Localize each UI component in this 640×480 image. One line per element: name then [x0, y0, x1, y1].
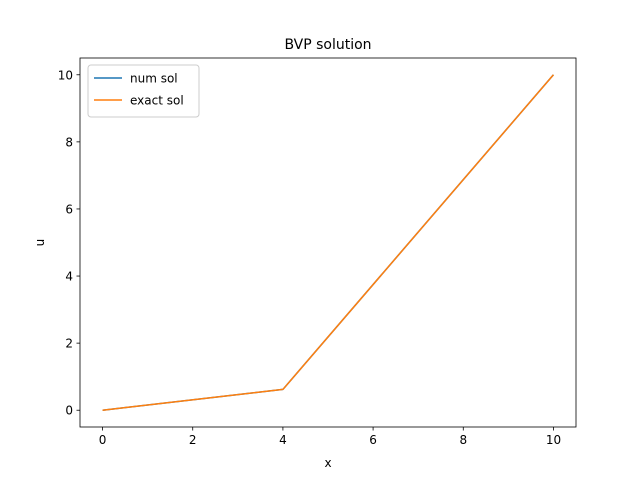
y-axis-label: u — [33, 239, 47, 247]
y-tick-label: 8 — [65, 135, 73, 149]
y-axis: 0 2 4 6 8 10 — [58, 68, 80, 418]
y-tick-label: 6 — [65, 202, 73, 216]
x-tick-label: 6 — [369, 433, 377, 447]
series-line-1 — [102, 74, 555, 411]
chart-title: BVP solution — [284, 37, 371, 53]
x-tick-label: 4 — [279, 433, 287, 447]
y-tick-label: 2 — [65, 337, 73, 351]
x-tick-label: 10 — [546, 433, 561, 447]
x-tick-label: 8 — [459, 433, 467, 447]
series-layer — [102, 74, 555, 411]
y-tick-label: 4 — [65, 270, 73, 284]
x-axis: 0 2 4 6 8 10 — [99, 427, 561, 447]
plot-frame — [79, 57, 577, 428]
y-tick-label: 10 — [58, 68, 73, 82]
x-axis-label: x — [324, 456, 331, 470]
legend: num sol exact sol — [87, 64, 200, 118]
legend-label-1: exact sol — [130, 94, 184, 108]
y-tick-label: 0 — [65, 404, 73, 418]
x-tick-label: 0 — [99, 433, 107, 447]
legend-label-0: num sol — [130, 72, 178, 86]
x-tick-label: 2 — [189, 433, 197, 447]
legend-items: num sol exact sol — [94, 72, 184, 108]
